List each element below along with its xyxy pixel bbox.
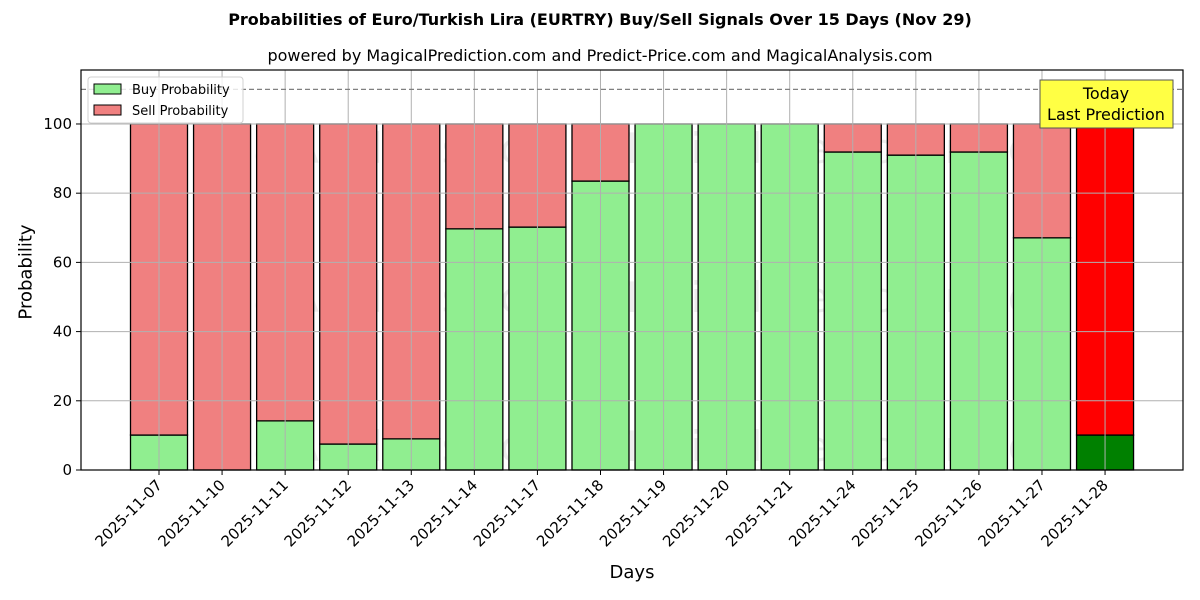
x-tick-label: 2025-11-20 [659,476,733,550]
y-tick-label: 20 [53,392,72,410]
y-tick-label: 0 [62,461,72,479]
chart-subtitle: powered by MagicalPrediction.com and Pre… [267,46,933,65]
x-tick-label: 2025-11-27 [974,476,1048,550]
x-axis-label: Days [609,562,655,583]
x-tick-label: 2025-11-26 [911,476,985,550]
x-tick-label: 2025-11-17 [470,476,544,550]
x-tick-label: 2025-11-11 [218,476,292,550]
y-tick-label: 40 [53,323,72,341]
x-tick-label: 2025-11-14 [407,476,481,550]
legend-swatch [93,104,122,116]
x-tick-label: 2025-11-12 [281,476,355,550]
today-annotation: Today Last Prediction [1039,79,1174,129]
y-tick-label: 60 [53,253,72,271]
legend-swatch [93,83,122,95]
chart-title: Probabilities of Euro/Turkish Lira (EURT… [228,10,972,29]
legend-label: Buy Probability [132,83,230,98]
y-tick-label: 80 [53,184,72,202]
x-tick-label: 2025-11-07 [91,476,165,550]
svg-text:Today: Today [1082,84,1129,103]
legend-label: Sell Probability [132,104,229,119]
legend: Buy Probability Sell Probability [87,76,244,124]
y-tick-label: 100 [43,115,72,133]
svg-text:Last Prediction: Last Prediction [1047,105,1165,124]
x-tick-label: 2025-11-25 [848,476,922,550]
x-tick-label: 2025-11-21 [722,476,796,550]
x-tick-label: 2025-11-19 [596,476,670,550]
x-tick-label: 2025-11-13 [344,476,418,550]
y-axis-label: Probability [15,224,37,320]
x-tick-label: 2025-11-18 [533,476,607,550]
x-tick-label: 2025-11-28 [1037,476,1111,550]
x-tick-label: 2025-11-24 [785,476,859,550]
x-tick-label: 2025-11-10 [155,476,229,550]
plot-frame [80,69,1184,471]
